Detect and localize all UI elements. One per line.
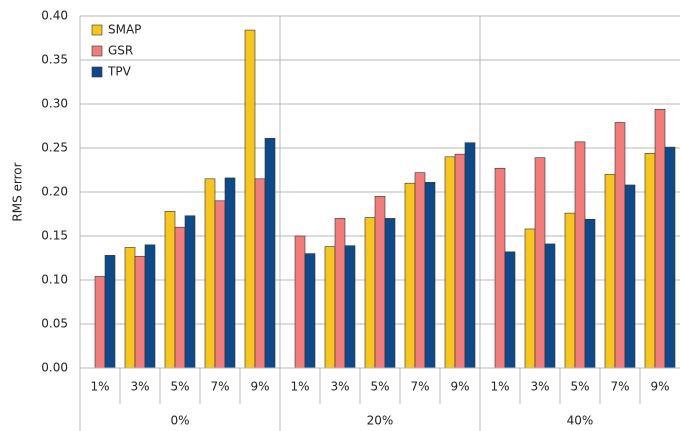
x-tick-label: 7% (210, 380, 229, 394)
bar (124, 247, 136, 369)
bar (584, 218, 596, 369)
bar (244, 29, 256, 369)
x-tick-label: 9% (450, 380, 469, 394)
y-tick-label: 0.20 (41, 185, 68, 199)
x-tick-label: 5% (170, 380, 189, 394)
y-axis-title: RMS error (11, 162, 25, 221)
bar (134, 255, 146, 369)
bar (104, 255, 116, 369)
y-tick-label: 0.35 (41, 53, 68, 67)
bar (564, 212, 576, 369)
bar (294, 235, 306, 369)
group-label: 20% (367, 414, 394, 428)
y-tick-label: 0.25 (41, 141, 68, 155)
bar (544, 243, 556, 369)
bar (624, 184, 636, 369)
bar (534, 157, 546, 369)
bar (414, 172, 426, 369)
bar (404, 182, 416, 369)
bar (504, 251, 516, 369)
x-tick-label: 1% (290, 380, 309, 394)
legend-swatch (91, 66, 103, 78)
bar (614, 122, 626, 369)
x-tick-label: 9% (650, 380, 669, 394)
y-tick-label: 0.10 (41, 273, 68, 287)
legend-label: GSR (108, 44, 133, 58)
y-tick-label: 0.40 (41, 9, 68, 23)
x-tick-label: 3% (330, 380, 349, 394)
bar (664, 146, 676, 369)
group-label: 0% (170, 414, 189, 428)
bar (94, 276, 106, 369)
bar (444, 156, 456, 369)
bar (494, 167, 506, 369)
y-tick-label: 0.05 (41, 317, 68, 331)
bar (574, 141, 586, 369)
bar (324, 246, 336, 369)
bar (204, 178, 216, 369)
bar (144, 244, 156, 369)
legend-swatch (91, 24, 103, 36)
x-tick-label: 3% (530, 380, 549, 394)
legend-label: SMAP (108, 23, 141, 37)
bar (464, 142, 476, 369)
x-tick-label: 9% (250, 380, 269, 394)
bar (524, 228, 536, 369)
bar (604, 174, 616, 369)
bar (644, 152, 656, 369)
y-tick-label: 0.15 (41, 229, 68, 243)
bar (454, 153, 466, 369)
bar (264, 138, 276, 369)
bar (364, 217, 376, 369)
bar (214, 200, 226, 369)
x-tick-label: 7% (610, 380, 629, 394)
bar (384, 218, 396, 369)
x-tick-label: 5% (570, 380, 589, 394)
y-tick-label: 0.30 (41, 97, 68, 111)
legend-label: TPV (107, 65, 132, 79)
legend-swatch (91, 45, 103, 57)
y-tick-label: 0.00 (41, 361, 68, 375)
bar (334, 218, 346, 369)
group-label: 40% (567, 414, 594, 428)
bar (164, 211, 176, 369)
x-tick-label: 5% (370, 380, 389, 394)
x-tick-label: 7% (410, 380, 429, 394)
bar (424, 182, 436, 369)
bar (654, 108, 666, 369)
bar (174, 226, 186, 369)
bar (224, 177, 236, 369)
x-tick-label: 3% (130, 380, 149, 394)
bar (344, 245, 356, 369)
x-tick-label: 1% (90, 380, 109, 394)
x-tick-label: 1% (490, 380, 509, 394)
bar (184, 215, 196, 369)
bar (374, 196, 386, 369)
bar (304, 253, 316, 369)
bar (254, 178, 266, 369)
